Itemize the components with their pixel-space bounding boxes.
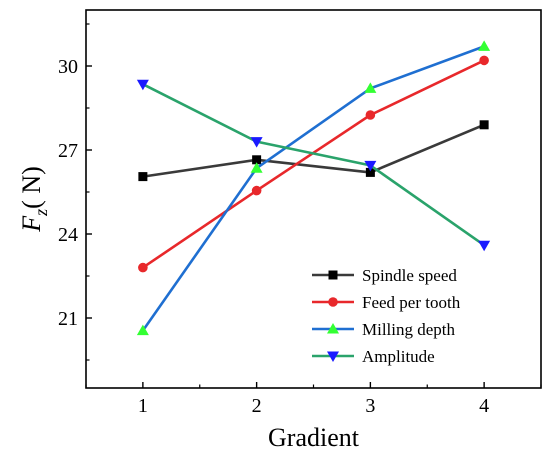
data-point [478, 40, 491, 51]
legend-item: Spindle speed [312, 266, 457, 285]
legend-item: Milling depth [312, 320, 456, 339]
x-tick-label: 1 [138, 395, 148, 417]
data-point [138, 262, 148, 273]
y-tick-label: 24 [58, 224, 78, 246]
data-point [136, 79, 149, 91]
series-amplitude [136, 79, 491, 252]
y-axis-title-subscript: z [31, 209, 51, 217]
y-axis-title-main: F [17, 215, 46, 233]
series-line [142, 83, 485, 247]
series-milling-depth [136, 40, 491, 336]
data-point [365, 110, 376, 120]
y-tick-label: 21 [58, 308, 78, 330]
data-point [364, 160, 377, 172]
data-point [478, 240, 491, 252]
data-point [365, 167, 375, 177]
data-point [251, 185, 262, 196]
data-point [364, 82, 377, 93]
legend-label: Milling depth [362, 320, 456, 339]
x-tick-label: 3 [365, 395, 375, 417]
x-tick-label: 4 [479, 395, 489, 417]
data-point [479, 55, 489, 66]
legend-label: Feed per tooth [362, 293, 461, 312]
legend-swatch-marker [327, 351, 339, 362]
legend: Spindle speed Feed per tooth Milling depth… [312, 266, 461, 366]
data-point [136, 324, 149, 336]
legend-swatch-marker [328, 297, 338, 307]
series-line [142, 123, 485, 178]
legend-swatch-marker [328, 270, 338, 280]
data-point [138, 172, 148, 182]
y-tick-label: 27 [58, 140, 78, 162]
series-feed-per-tooth [138, 55, 489, 273]
data-point [479, 120, 489, 130]
data-point [252, 155, 262, 165]
series-line [142, 59, 485, 269]
legend-label: Amplitude [362, 347, 435, 366]
x-axis-title: Gradient [268, 423, 360, 452]
plot-frame [85, 9, 542, 389]
legend-swatch-marker [327, 323, 339, 334]
legend-label: Spindle speed [362, 266, 457, 285]
axis-ticks: 1 2 3 4 21 24 27 30 [58, 23, 542, 417]
series-layer [136, 40, 491, 336]
y-tick-label: 30 [58, 56, 78, 78]
y-axis-title-unit: ( N) [17, 166, 46, 209]
legend-item: Amplitude [312, 347, 435, 366]
data-point [250, 162, 263, 173]
y-axis-title: Fz( N) [17, 166, 51, 233]
x-tick-label: 2 [252, 395, 262, 417]
data-point [250, 137, 263, 148]
series-line [141, 45, 485, 332]
series-spindle-speed [138, 120, 489, 182]
legend-item: Feed per tooth [312, 293, 461, 312]
